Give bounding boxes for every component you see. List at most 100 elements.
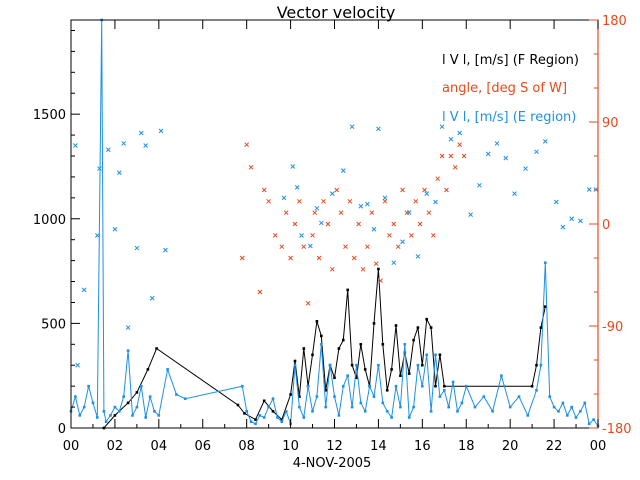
y-tick-label: 1000 bbox=[33, 213, 66, 228]
data-point bbox=[280, 418, 284, 421]
data-point bbox=[239, 255, 245, 261]
data-point bbox=[544, 305, 547, 308]
data-point bbox=[306, 384, 310, 388]
axis-layer: 00 02 04 06 08 10 12 14 16 18 20 22 00050010001500-1… bbox=[33, 14, 632, 454]
data-point bbox=[116, 170, 122, 176]
data-point bbox=[299, 233, 304, 238]
data-point bbox=[324, 389, 327, 392]
legend: l V l, [m/s] (F Region) angle, [deg S of… bbox=[442, 53, 579, 125]
data-point bbox=[377, 267, 380, 271]
data-point bbox=[112, 226, 118, 232]
data-point bbox=[75, 362, 80, 368]
data-point bbox=[447, 405, 450, 409]
data-point bbox=[266, 198, 271, 204]
data-point bbox=[512, 191, 517, 197]
data-point bbox=[534, 149, 539, 155]
data-point bbox=[395, 244, 401, 250]
data-point bbox=[301, 244, 307, 250]
legend-item-angle: angle, [deg S of W] bbox=[442, 81, 567, 96]
data-point bbox=[333, 376, 336, 380]
data-point bbox=[320, 334, 323, 338]
data-point bbox=[539, 363, 543, 367]
data-point bbox=[258, 414, 262, 417]
data-point bbox=[138, 130, 144, 136]
data-point bbox=[340, 168, 346, 173]
data-point bbox=[87, 384, 90, 388]
data-point bbox=[421, 363, 424, 367]
data-point bbox=[302, 347, 306, 350]
data-point bbox=[298, 405, 301, 409]
data-point bbox=[329, 266, 335, 272]
data-point bbox=[429, 326, 433, 329]
data-point bbox=[94, 233, 100, 238]
data-point bbox=[587, 422, 591, 426]
x-tick-label: 08 bbox=[238, 439, 255, 454]
data-point bbox=[254, 418, 257, 421]
data-point bbox=[425, 353, 428, 357]
data-point bbox=[249, 420, 253, 423]
data-point bbox=[292, 221, 298, 227]
data-point bbox=[360, 266, 366, 272]
data-point bbox=[574, 416, 578, 419]
data-point bbox=[439, 153, 445, 159]
data-point bbox=[592, 418, 595, 421]
y-tick-label: 1500 bbox=[33, 108, 66, 123]
data-point bbox=[307, 243, 313, 249]
data-point bbox=[583, 401, 587, 405]
data-point bbox=[363, 368, 367, 371]
data-point bbox=[261, 187, 267, 193]
data-point bbox=[284, 410, 288, 413]
data-point bbox=[74, 395, 77, 398]
data-point bbox=[149, 295, 155, 301]
data-point bbox=[140, 384, 143, 388]
data-point bbox=[315, 320, 319, 323]
data-point bbox=[241, 384, 244, 388]
data-point bbox=[444, 187, 449, 193]
data-point bbox=[293, 363, 297, 367]
data-point bbox=[373, 261, 379, 267]
data-point bbox=[135, 405, 139, 409]
data-point bbox=[448, 136, 454, 142]
data-point bbox=[328, 363, 332, 367]
data-point bbox=[349, 124, 355, 130]
y-tick-label: 500 bbox=[41, 317, 66, 332]
x-tick-label: 04 bbox=[151, 439, 168, 454]
data-point bbox=[365, 244, 370, 250]
data-point bbox=[113, 414, 117, 417]
data-point bbox=[561, 401, 565, 405]
data-point bbox=[248, 164, 254, 170]
data-point bbox=[302, 416, 306, 419]
data-point bbox=[288, 255, 293, 261]
data-point bbox=[175, 393, 178, 396]
data-point bbox=[407, 372, 411, 375]
data-point bbox=[113, 405, 117, 409]
series-0 bbox=[102, 267, 547, 430]
data-point bbox=[329, 191, 335, 197]
data-point bbox=[96, 416, 99, 419]
data-point bbox=[438, 395, 442, 398]
data-point bbox=[311, 353, 314, 357]
data-point bbox=[105, 147, 111, 153]
data-point bbox=[548, 395, 551, 398]
data-point bbox=[473, 405, 477, 409]
data-point bbox=[452, 164, 458, 170]
data-point bbox=[387, 232, 392, 238]
data-point bbox=[485, 151, 491, 157]
series-3 bbox=[73, 124, 599, 368]
data-point bbox=[312, 210, 318, 216]
data-point bbox=[569, 216, 575, 222]
data-point bbox=[382, 195, 388, 201]
y2-tick-label: 90 bbox=[602, 116, 619, 131]
data-point bbox=[460, 401, 464, 405]
data-point bbox=[289, 393, 292, 396]
x-tick-label: 06 bbox=[194, 439, 211, 454]
data-point bbox=[400, 239, 405, 245]
data-point bbox=[578, 218, 583, 224]
data-point bbox=[257, 289, 263, 295]
x-tick-label: 14 bbox=[370, 439, 387, 454]
data-point bbox=[363, 410, 367, 413]
data-point bbox=[267, 405, 270, 409]
data-point bbox=[144, 416, 147, 419]
data-point bbox=[494, 141, 500, 146]
